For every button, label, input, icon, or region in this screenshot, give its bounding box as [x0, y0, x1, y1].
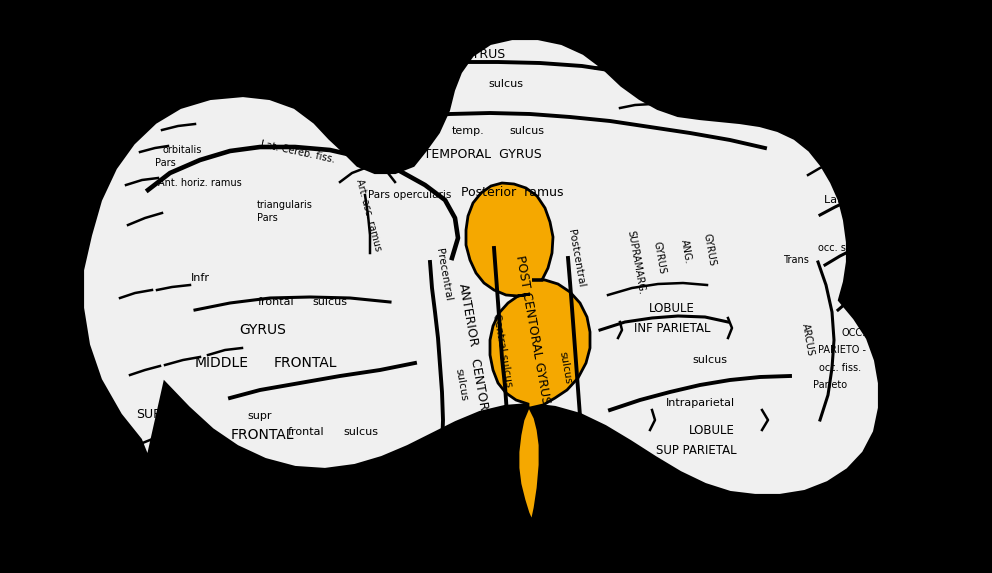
Text: temp.: temp.: [402, 79, 434, 89]
Text: Ant. horiz. ramus: Ant. horiz. ramus: [158, 178, 242, 188]
Text: Parieto: Parieto: [812, 380, 847, 390]
Text: Pars: Pars: [257, 213, 278, 223]
Text: MIDDLE: MIDDLE: [195, 356, 249, 370]
Text: LOBULE: LOBULE: [689, 423, 735, 437]
Text: Supr: Supr: [400, 126, 426, 136]
Text: Pars: Pars: [155, 158, 176, 168]
Text: ANTERIOR: ANTERIOR: [456, 282, 480, 348]
Text: SUP TEMPORAL  GYRUS: SUP TEMPORAL GYRUS: [395, 147, 542, 160]
Text: OCC.: OCC.: [842, 328, 866, 338]
Text: sulcus: sulcus: [558, 351, 572, 385]
Polygon shape: [82, 38, 880, 496]
Text: SUPRAMARG.: SUPRAMARG.: [625, 229, 647, 295]
Text: Precentral: Precentral: [434, 248, 453, 302]
Text: GYRUS: GYRUS: [701, 233, 717, 267]
Text: Lat. occ.: Lat. occ.: [824, 195, 872, 205]
Text: PARIETO -: PARIETO -: [818, 345, 866, 355]
Text: SUP PARIETAL: SUP PARIETAL: [656, 444, 736, 457]
Text: sulcus: sulcus: [312, 297, 347, 307]
Text: POST CENTORAL GYRUS: POST CENTORAL GYRUS: [514, 254, 553, 406]
Text: GYRUS: GYRUS: [394, 504, 436, 516]
Text: Mid.: Mid.: [326, 79, 350, 89]
Text: frontal: frontal: [288, 427, 324, 437]
Text: occ. sulc.: occ. sulc.: [818, 243, 864, 253]
Text: CENTORAL GYRUS: CENTORAL GYRUS: [467, 358, 500, 472]
Text: Art. asc. ramus: Art. asc. ramus: [353, 178, 383, 252]
Polygon shape: [466, 183, 590, 522]
Text: triangularis: triangularis: [257, 200, 312, 210]
Text: sulcus: sulcus: [453, 368, 469, 402]
Text: FRONTAL: FRONTAL: [273, 356, 336, 370]
Text: Posterior  ramus: Posterior ramus: [460, 186, 563, 199]
Text: orbitalis: orbitalis: [163, 145, 201, 155]
Text: GYRUS: GYRUS: [651, 241, 667, 275]
Text: sulcus: sulcus: [692, 355, 727, 365]
Text: Lat. Cereb. fiss.: Lat. Cereb. fiss.: [260, 139, 336, 165]
Text: sulcus: sulcus: [343, 427, 379, 437]
Text: LOBULE: LOBULE: [649, 301, 695, 315]
Text: frontal: frontal: [258, 297, 295, 307]
Text: sulcus: sulcus: [488, 79, 524, 89]
Text: Infr: Infr: [190, 273, 209, 283]
Text: INF PARIETAL: INF PARIETAL: [634, 321, 710, 335]
Text: FRONTAL: FRONTAL: [230, 428, 294, 442]
Text: SUP: SUP: [136, 409, 161, 422]
Text: Intraparietal: Intraparietal: [666, 398, 734, 408]
Text: ANG.: ANG.: [679, 239, 693, 265]
Text: Postcentral: Postcentral: [566, 228, 586, 288]
Text: Pars opercularis: Pars opercularis: [368, 190, 451, 200]
Text: supr: supr: [248, 411, 272, 421]
Text: INF  TEMPORAL  GYRUS: INF TEMPORAL GYRUS: [359, 49, 505, 61]
Text: occ. fiss.: occ. fiss.: [819, 363, 861, 373]
Text: sulcus: sulcus: [834, 177, 870, 187]
Text: ARCUS: ARCUS: [801, 323, 815, 357]
Text: Trans: Trans: [783, 255, 808, 265]
Text: sulcus: sulcus: [510, 126, 545, 136]
Text: Central sulcus: Central sulcus: [491, 312, 514, 387]
Text: GYRUS: GYRUS: [239, 323, 287, 337]
Text: temp.: temp.: [451, 126, 484, 136]
